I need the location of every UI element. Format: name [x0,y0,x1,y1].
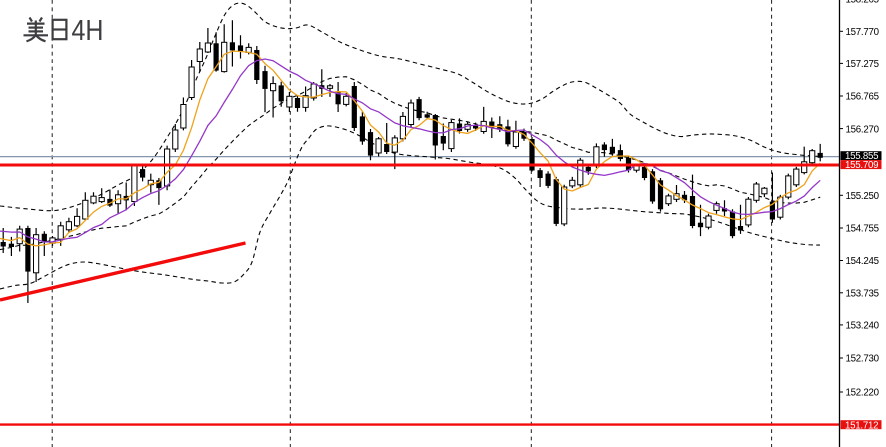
svg-text:151.712: 151.712 [845,420,878,431]
svg-text:155.250: 155.250 [846,191,880,202]
svg-text:154.755: 154.755 [846,224,879,235]
svg-text:152.730: 152.730 [846,354,880,365]
svg-text:157.770: 157.770 [846,27,880,38]
svg-text:154.245: 154.245 [846,256,879,267]
svg-text:155.709: 155.709 [845,160,878,171]
svg-text:158.265: 158.265 [846,0,879,6]
svg-text:157.275: 157.275 [846,59,879,70]
svg-text:156.270: 156.270 [846,124,880,135]
svg-text:155.855: 155.855 [845,151,878,162]
svg-text:156.765: 156.765 [846,92,879,103]
svg-text:153.240: 153.240 [846,321,880,332]
svg-text:4H: 4H [72,15,104,47]
svg-text:153.735: 153.735 [846,289,879,300]
svg-text:152.220: 152.220 [846,388,880,399]
